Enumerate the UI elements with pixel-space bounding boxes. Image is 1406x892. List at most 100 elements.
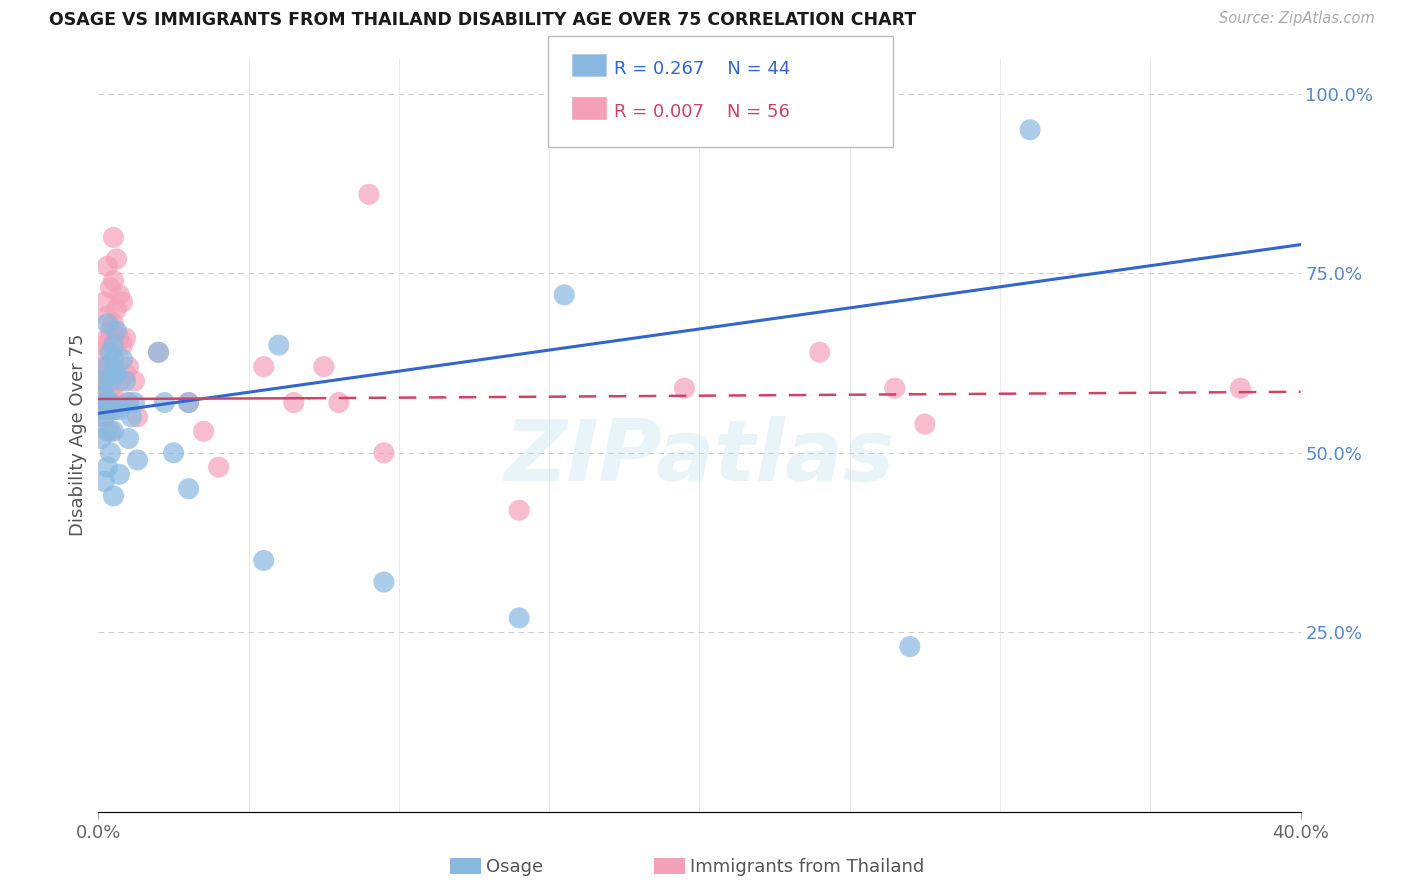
Point bbox=[117, 359, 139, 374]
Point bbox=[93, 475, 115, 489]
Point bbox=[328, 395, 350, 409]
Point bbox=[90, 409, 112, 424]
Point bbox=[93, 338, 115, 352]
Point bbox=[111, 352, 134, 367]
Point bbox=[96, 317, 118, 331]
Point bbox=[103, 338, 125, 352]
Point bbox=[898, 640, 921, 654]
Point bbox=[90, 345, 112, 359]
Point bbox=[103, 402, 125, 417]
Point bbox=[253, 553, 276, 567]
Text: ZIPatlas: ZIPatlas bbox=[505, 416, 894, 499]
Point bbox=[208, 460, 231, 475]
Point bbox=[508, 611, 530, 625]
Point bbox=[96, 395, 118, 409]
Point bbox=[148, 345, 170, 359]
Point bbox=[105, 302, 128, 317]
Point bbox=[177, 395, 200, 409]
Point bbox=[162, 446, 184, 460]
Point bbox=[100, 374, 122, 388]
Point bbox=[103, 489, 125, 503]
Text: Immigrants from Thailand: Immigrants from Thailand bbox=[690, 858, 925, 876]
Point bbox=[373, 574, 395, 589]
Point bbox=[267, 338, 290, 352]
Point bbox=[373, 446, 395, 460]
Point bbox=[1019, 122, 1042, 136]
Point bbox=[108, 331, 131, 345]
Point bbox=[103, 388, 125, 402]
Point bbox=[114, 374, 136, 388]
Point bbox=[93, 388, 115, 402]
Point bbox=[96, 388, 118, 402]
Y-axis label: Disability Age Over 75: Disability Age Over 75 bbox=[69, 334, 87, 536]
Point bbox=[312, 359, 335, 374]
Point bbox=[103, 367, 125, 381]
Point bbox=[103, 273, 125, 287]
Point bbox=[103, 402, 125, 417]
Point bbox=[114, 331, 136, 345]
Point bbox=[177, 482, 200, 496]
Point bbox=[90, 395, 112, 409]
Point bbox=[100, 395, 122, 409]
Point bbox=[193, 424, 215, 438]
Point bbox=[117, 432, 139, 446]
Point bbox=[148, 345, 170, 359]
Point bbox=[93, 409, 115, 424]
Point bbox=[93, 295, 115, 310]
Point bbox=[914, 417, 936, 431]
Point bbox=[100, 446, 122, 460]
Point bbox=[283, 395, 305, 409]
Point bbox=[93, 402, 115, 417]
Point bbox=[100, 281, 122, 295]
Point bbox=[103, 317, 125, 331]
Point bbox=[111, 338, 134, 352]
Point bbox=[117, 395, 139, 409]
Point bbox=[90, 402, 112, 417]
Point bbox=[121, 409, 143, 424]
Point bbox=[103, 359, 125, 374]
Point bbox=[100, 424, 122, 438]
Point bbox=[93, 374, 115, 388]
Point bbox=[108, 467, 131, 482]
Point bbox=[108, 288, 131, 302]
Point bbox=[508, 503, 530, 517]
Point bbox=[96, 259, 118, 273]
Point bbox=[93, 374, 115, 388]
Point bbox=[100, 359, 122, 374]
Point bbox=[96, 359, 118, 374]
Point bbox=[117, 395, 139, 409]
Point bbox=[96, 331, 118, 345]
Point bbox=[96, 359, 118, 374]
Point bbox=[103, 424, 125, 438]
Point bbox=[105, 324, 128, 338]
Point bbox=[100, 345, 122, 359]
Text: R = 0.007    N = 56: R = 0.007 N = 56 bbox=[614, 103, 790, 120]
Point bbox=[808, 345, 831, 359]
Point bbox=[124, 374, 146, 388]
Point bbox=[96, 424, 118, 438]
Point bbox=[883, 381, 905, 395]
Point bbox=[108, 402, 131, 417]
Point bbox=[90, 374, 112, 388]
Point bbox=[177, 395, 200, 409]
Point bbox=[105, 252, 128, 266]
Point bbox=[153, 395, 176, 409]
Point bbox=[105, 338, 128, 352]
Point bbox=[100, 324, 122, 338]
Point bbox=[127, 453, 149, 467]
Point bbox=[90, 432, 112, 446]
Point bbox=[90, 388, 112, 402]
Point bbox=[103, 230, 125, 244]
Point bbox=[111, 295, 134, 310]
Point bbox=[100, 388, 122, 402]
Text: OSAGE VS IMMIGRANTS FROM THAILAND DISABILITY AGE OVER 75 CORRELATION CHART: OSAGE VS IMMIGRANTS FROM THAILAND DISABI… bbox=[49, 11, 917, 29]
Text: R = 0.267    N = 44: R = 0.267 N = 44 bbox=[614, 60, 790, 78]
Text: Source: ZipAtlas.com: Source: ZipAtlas.com bbox=[1219, 11, 1375, 26]
Point bbox=[253, 359, 276, 374]
Point bbox=[124, 395, 146, 409]
Point bbox=[127, 409, 149, 424]
Point bbox=[96, 460, 118, 475]
Point bbox=[1229, 381, 1251, 395]
Point bbox=[96, 310, 118, 324]
Point bbox=[108, 374, 131, 388]
